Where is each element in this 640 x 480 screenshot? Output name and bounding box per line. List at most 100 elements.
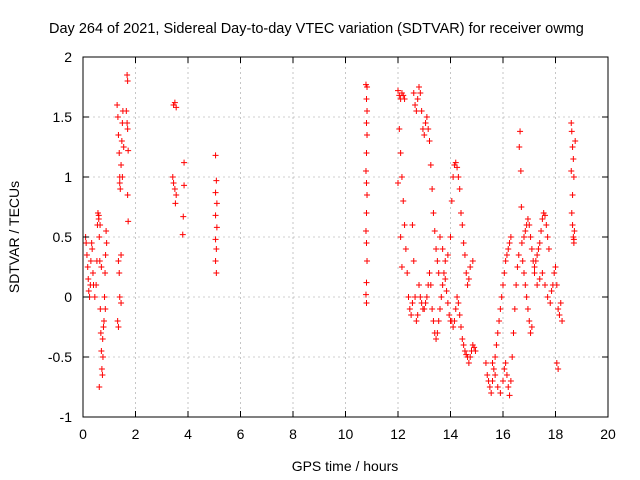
data-point <box>442 258 449 264</box>
data-point <box>102 306 109 312</box>
data-point <box>433 336 440 342</box>
data-point <box>404 270 411 276</box>
data-point <box>523 294 530 300</box>
y-tick-label: 0 <box>64 289 72 305</box>
data-point <box>88 240 95 246</box>
x-tick-label: 0 <box>79 426 87 442</box>
data-point <box>181 159 188 166</box>
data-point <box>469 258 476 264</box>
x-tick-label: 10 <box>338 426 354 442</box>
data-point <box>506 392 513 399</box>
data-point <box>427 282 434 288</box>
data-point <box>454 164 461 171</box>
data-point <box>116 294 123 300</box>
data-point <box>452 159 459 166</box>
data-point <box>526 318 533 324</box>
data-point <box>571 228 578 234</box>
data-point <box>417 90 424 96</box>
data-point <box>405 294 412 300</box>
data-point <box>456 186 463 192</box>
data-point <box>402 246 409 252</box>
data-point <box>114 102 121 108</box>
data-point <box>412 102 419 108</box>
data-point <box>409 300 416 306</box>
data-point <box>401 96 408 102</box>
data-point <box>123 108 130 114</box>
data-point <box>427 162 434 168</box>
data-point <box>410 258 417 264</box>
data-point <box>115 258 122 264</box>
data-point <box>97 222 104 228</box>
data-point <box>102 252 109 258</box>
data-point <box>444 252 451 258</box>
data-point <box>179 231 186 238</box>
data-point <box>397 150 404 156</box>
data-point <box>570 236 577 243</box>
data-point <box>458 210 464 216</box>
data-point <box>451 318 458 324</box>
data-point <box>114 114 121 120</box>
data-point <box>170 180 177 186</box>
data-point <box>568 128 575 135</box>
data-point <box>426 138 433 144</box>
data-point <box>115 132 122 138</box>
data-point <box>96 258 103 264</box>
data-point <box>465 360 472 366</box>
data-point <box>364 84 371 90</box>
data-point <box>99 372 106 378</box>
data-point <box>401 222 408 228</box>
y-axis-label: SDTVAR / TECUs <box>6 181 22 293</box>
data-point <box>364 108 371 114</box>
data-point <box>117 186 124 192</box>
data-point <box>422 120 429 126</box>
data-point <box>446 312 453 318</box>
data-point <box>507 234 514 240</box>
data-point <box>213 270 220 276</box>
data-point <box>118 138 125 144</box>
data-point <box>572 138 579 144</box>
data-point <box>482 360 489 366</box>
data-point <box>98 264 105 270</box>
data-point <box>518 204 525 210</box>
data-point <box>363 210 370 216</box>
data-point <box>99 354 106 360</box>
data-point <box>528 324 535 330</box>
y-tick-label: 1.5 <box>53 109 73 125</box>
data-point <box>93 282 100 288</box>
data-point <box>544 294 551 300</box>
data-point <box>98 348 105 354</box>
data-point <box>213 224 220 231</box>
data-point <box>532 258 539 264</box>
data-point <box>488 390 495 396</box>
data-point <box>513 282 520 288</box>
data-point <box>497 306 504 312</box>
data-point <box>467 264 474 270</box>
data-point <box>85 288 92 294</box>
data-point <box>459 336 466 342</box>
data-point <box>501 366 508 372</box>
data-point <box>455 174 462 180</box>
chart-title: Day 264 of 2021, Sidereal Day-to-day VTE… <box>49 21 584 37</box>
data-point <box>510 330 517 336</box>
data-point <box>497 390 504 396</box>
y-tick-label: 1 <box>64 169 72 185</box>
data-point <box>447 234 454 240</box>
data-point <box>434 258 441 264</box>
data-point <box>448 198 455 204</box>
data-point <box>425 126 432 132</box>
data-point <box>169 174 176 180</box>
data-point <box>414 96 421 102</box>
data-point <box>548 288 555 294</box>
data-point <box>502 258 509 264</box>
data-point <box>83 240 90 246</box>
data-point <box>496 318 503 324</box>
data-point <box>412 294 419 300</box>
data-point <box>422 300 429 306</box>
x-tick-label: 2 <box>132 426 140 442</box>
data-point <box>444 300 451 306</box>
y-tick-label: -1 <box>60 409 73 425</box>
data-point <box>492 354 499 360</box>
data-point <box>102 270 109 276</box>
data-point <box>212 258 219 264</box>
x-tick-label: 14 <box>443 426 459 442</box>
